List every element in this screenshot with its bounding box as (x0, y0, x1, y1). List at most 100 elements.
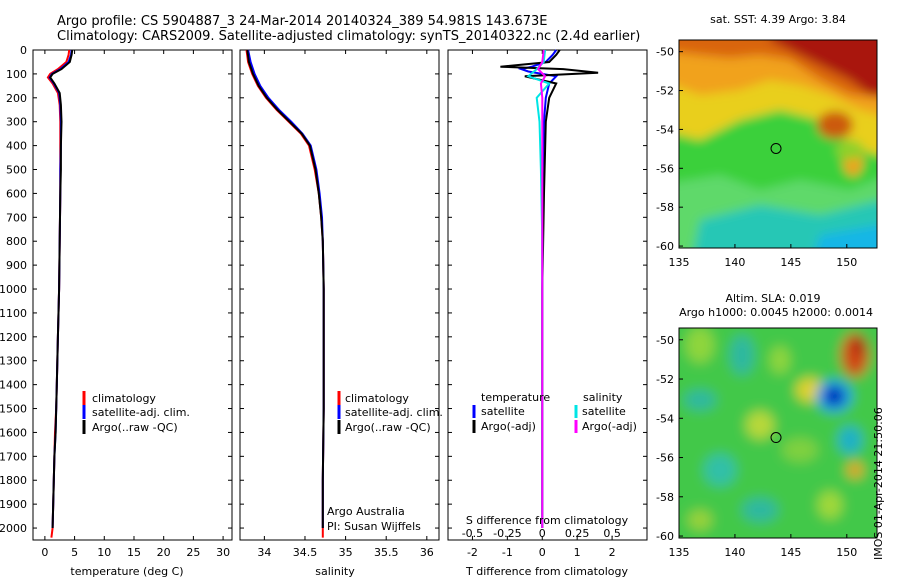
map-x-tick-label: 135 (669, 256, 690, 269)
argo-australia-label: Argo Australia (327, 505, 405, 518)
y-tick-label: 100 (6, 68, 27, 81)
map-x-tick-label: 145 (780, 256, 801, 269)
x-tick-label: 1 (574, 546, 581, 559)
salinity-axes (239, 49, 440, 541)
map-x-tick-label: 135 (669, 546, 690, 559)
map-y-tick-label: -58 (656, 201, 674, 214)
temperature-axes (32, 49, 233, 541)
series-line (48, 49, 74, 529)
sla-map-axes: 135 140 145 150 -50 -52 -54 -56 -58 -60 (656, 334, 857, 559)
x-tick-label: 2 (609, 546, 616, 559)
map-y-tick-label: -56 (656, 162, 674, 175)
sla-map-title: Altim. SLA: 0.019 (725, 292, 820, 305)
sst-argo-marker (770, 142, 782, 154)
map-y-tick-label: -52 (656, 373, 674, 386)
imos-timestamp: IMOS 01-Apr-2014 21:50:06 (872, 407, 885, 560)
y-tick-label: 1000 (0, 283, 27, 296)
pi-label: PI: Susan Wijffels (327, 520, 421, 533)
s-x-tick-label: -0.5 (462, 527, 483, 540)
x-tick-label: 0 (41, 546, 48, 559)
y-tick-label: 0 (20, 44, 27, 57)
sla-map-image (678, 327, 878, 539)
sst-map-title: sat. SST: 4.39 Argo: 3.84 (710, 13, 846, 26)
y-tick-label: 1800 (0, 474, 27, 487)
s-x-tick-label: 0.25 (565, 527, 590, 540)
temperature-xlabel: temperature (deg C) (70, 565, 183, 578)
x-tick-label: 15 (127, 546, 141, 559)
y-tick-label: 200 (6, 92, 27, 105)
difference-plot: -2 -1 0 1 2 -0.5 -0.25 0 0.25 0.5 (448, 49, 647, 559)
x-tick-label: 35 (339, 546, 353, 559)
y-tick-label: 1600 (0, 426, 27, 439)
y-tick-label: 1400 (0, 379, 27, 392)
x-tick-label: 34 (257, 546, 271, 559)
legend-label-satellite: satellite-adj. clim. (345, 406, 443, 419)
map-x-tick-label: 140 (724, 256, 745, 269)
figure-title: Argo profile: CS 5904887_3 24-Mar-2014 2… (57, 14, 548, 29)
difference-xlabel: T difference from climatology (465, 565, 628, 578)
map-y-tick-label: -54 (656, 123, 674, 136)
temperature-plot: 0100200300400500600700800900100011001200… (0, 44, 232, 559)
map-y-tick-label: -58 (656, 491, 674, 504)
sla-argo-marker (770, 432, 782, 444)
x-tick-label: 5 (71, 546, 78, 559)
sst-map-axes: 135 140 145 150 -50 -52 -54 -56 -58 -60 (656, 46, 857, 269)
y-tick-label: 400 (6, 140, 27, 153)
series-line (536, 49, 547, 528)
y-tick-label: 1700 (0, 450, 27, 463)
y-tick-label: 2000 (0, 522, 27, 535)
x-tick-label: 34.5 (293, 546, 318, 559)
difference-axes (447, 49, 648, 541)
map-y-tick-label: -60 (656, 240, 674, 253)
legend-heading-temperature: temperature (481, 391, 550, 404)
salinity-legend: climatology satellite-adj. clim. Argo(..… (337, 391, 443, 434)
sst-map-image (678, 39, 878, 249)
x-tick-label: 10 (97, 546, 111, 559)
map-y-tick-label: -52 (656, 85, 674, 98)
x-tick-label: 20 (157, 546, 171, 559)
y-tick-label: 600 (6, 187, 27, 200)
map-y-tick-label: -50 (656, 46, 674, 59)
x-tick-label: 36 (420, 546, 434, 559)
map-y-tick-label: -50 (656, 334, 674, 347)
y-tick-label: 700 (6, 211, 27, 224)
map-x-tick-label: 140 (724, 546, 745, 559)
y-tick-label: 1300 (0, 355, 27, 368)
y-tick-label: 1900 (0, 498, 27, 511)
x-tick-label: -1 (502, 546, 513, 559)
map-x-tick-label: 145 (780, 546, 801, 559)
sla-map-subtitle: Argo h1000: 0.0045 h2000: 0.0014 (679, 306, 873, 319)
y-tick-label: 800 (6, 235, 27, 248)
legend-label-t-argo: Argo(-adj) (481, 420, 536, 433)
map-y-tick-label: -60 (656, 530, 674, 543)
x-tick-label: -2 (467, 546, 478, 559)
legend-label-climatology: climatology (92, 392, 156, 405)
x-tick-label: 25 (186, 546, 200, 559)
series-line (246, 49, 325, 528)
salinity-plot: 34 34.5 35 35.5 36 (240, 49, 439, 559)
x-tick-label: 30 (216, 546, 230, 559)
legend-label-climatology: climatology (345, 392, 409, 405)
legend-label-s-satellite: satellite (582, 405, 626, 418)
y-tick-label: 500 (6, 164, 27, 177)
legend-label-t-satellite: satellite (481, 405, 525, 418)
map-y-tick-label: -54 (656, 412, 674, 425)
s-x-tick-label: -0.25 (493, 527, 521, 540)
legend-label-argo: Argo(..raw -QC) (92, 421, 178, 434)
difference-legend: temperature satellite Argo(-adj) salinit… (472, 391, 637, 433)
x-tick-label: 35.5 (374, 546, 399, 559)
y-tick-label: 900 (6, 259, 27, 272)
legend-heading-salinity: salinity (583, 391, 623, 404)
x-tick-label: 0 (539, 546, 546, 559)
map-y-tick-label: -56 (656, 452, 674, 465)
y-tick-label: 300 (6, 116, 27, 129)
temperature-legend: climatology satellite-adj. clim. Argo(..… (82, 391, 190, 434)
y-tick-label: 1500 (0, 403, 27, 416)
figure-subtitle: Climatology: CARS2009. Satellite-adjuste… (57, 29, 641, 44)
salinity-xlabel: salinity (315, 565, 355, 578)
map-x-tick-label: 150 (836, 546, 857, 559)
s-x-tick-label: 0.5 (603, 527, 621, 540)
legend-label-argo: Argo(..raw -QC) (345, 421, 431, 434)
legend-label-s-argo: Argo(-adj) (582, 420, 637, 433)
